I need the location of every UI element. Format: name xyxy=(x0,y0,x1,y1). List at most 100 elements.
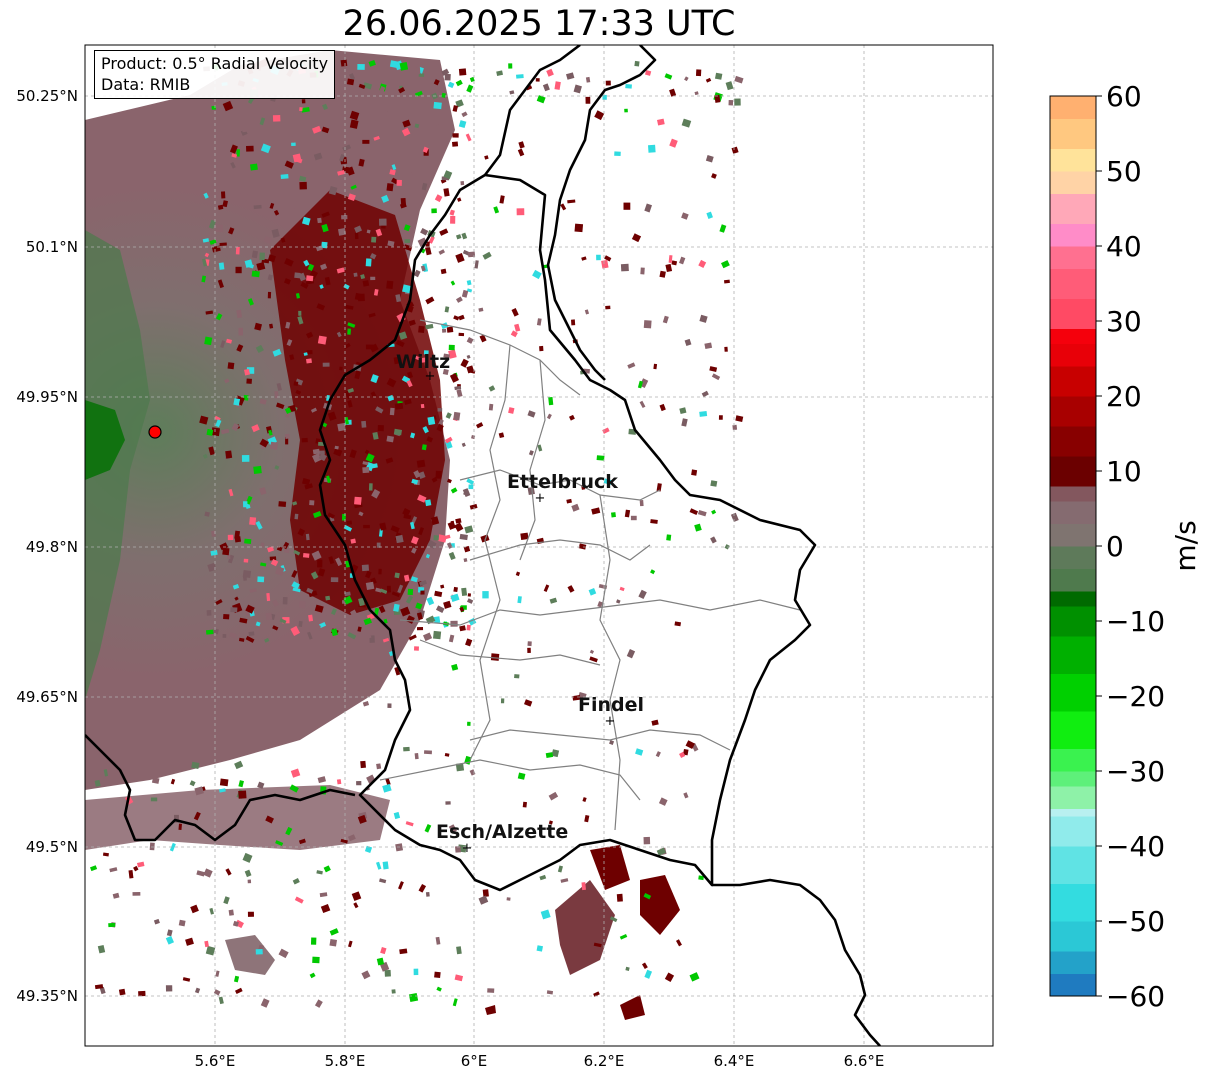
velocity-pixel xyxy=(584,815,590,823)
velocity-pixel xyxy=(363,524,370,529)
velocity-pixel xyxy=(229,144,238,154)
velocity-pixel xyxy=(260,998,270,1008)
velocity-pixel xyxy=(681,418,688,427)
velocity-pixel xyxy=(278,948,289,959)
velocity-pixel xyxy=(185,937,194,946)
velocity-pixel xyxy=(424,824,432,833)
velocity-pixel xyxy=(137,861,145,868)
velocity-pixel xyxy=(694,91,699,96)
velocity-pixel xyxy=(603,478,613,485)
colorbar-band xyxy=(1050,921,1096,952)
velocity-pixel xyxy=(585,96,591,104)
velocity-pixel xyxy=(383,618,388,624)
velocity-pixel xyxy=(335,557,343,567)
velocity-pixel xyxy=(463,545,471,553)
radar-site-marker[interactable] xyxy=(148,425,162,439)
velocity-pixel xyxy=(674,621,682,627)
velocity-pixel xyxy=(571,319,576,326)
velocity-pixel xyxy=(312,125,322,134)
velocity-pixel xyxy=(730,512,739,523)
velocity-pixel xyxy=(604,255,612,262)
velocity-pixel xyxy=(434,971,441,978)
northern-border-east xyxy=(546,45,657,381)
velocity-pixel xyxy=(671,260,678,266)
velocity-pixel xyxy=(267,254,276,263)
velocity-pixel xyxy=(405,595,414,604)
velocity-pixel xyxy=(418,471,426,479)
velocity-pixel xyxy=(234,596,239,601)
velocity-pixel xyxy=(444,73,451,81)
velocity-pixel xyxy=(458,332,465,337)
velocity-pixel xyxy=(250,163,258,171)
velocity-pixel xyxy=(573,84,582,94)
velocity-pixel xyxy=(214,415,221,422)
velocity-pixel xyxy=(331,628,338,637)
velocity-pixel xyxy=(272,599,279,607)
city-markers: + + + + xyxy=(425,369,616,856)
velocity-pixel xyxy=(456,389,463,398)
colorbar-band xyxy=(1050,171,1096,194)
velocity-pixel xyxy=(267,274,273,281)
velocity-pixel xyxy=(493,206,500,214)
velocity-pixel xyxy=(683,749,689,756)
velocity-pixel xyxy=(395,534,404,544)
velocity-pixel xyxy=(112,892,120,899)
velocity-pixel xyxy=(460,605,467,610)
velocity-pixel xyxy=(346,78,355,86)
velocity-pixel xyxy=(363,617,372,626)
velocity-pixel xyxy=(323,865,331,873)
velocity-pixel xyxy=(291,142,296,146)
colorbar-band xyxy=(1050,711,1096,749)
velocity-pixel xyxy=(397,584,404,594)
velocity-pixel xyxy=(421,182,428,191)
velocity-pixel xyxy=(476,422,484,429)
velocity-pixel xyxy=(346,520,353,525)
velocity-pixel xyxy=(468,484,474,490)
velocity-pixel xyxy=(276,382,282,391)
velocity-pixel xyxy=(189,780,196,787)
velocity-pixel xyxy=(435,605,445,613)
colorbar-band xyxy=(1050,883,1096,922)
velocity-pixel xyxy=(515,74,524,79)
velocity-pixel xyxy=(382,861,389,870)
velocity-pixel xyxy=(362,280,370,287)
velocity-pixel xyxy=(594,110,605,121)
velocity-pixel xyxy=(360,274,366,280)
velocity-pixel xyxy=(357,814,367,824)
colorbar-ticks: 60 50 40 30 20 10 0 −10 −20 −30 −40 −50 −60 xyxy=(1096,80,1165,1013)
velocity-pixel xyxy=(602,94,607,100)
velocity-pixel xyxy=(418,325,425,333)
velocity-pixel xyxy=(255,520,263,530)
velocity-pixel xyxy=(370,391,377,398)
velocity-pixel xyxy=(721,260,730,269)
velocity-pixel xyxy=(536,318,542,326)
velocity-pixel xyxy=(337,169,345,176)
velocity-pixel xyxy=(433,630,442,640)
velocity-pixel xyxy=(346,166,355,176)
velocity-pixel xyxy=(443,353,450,359)
velocity-pixel xyxy=(657,118,665,126)
velocity-pixel xyxy=(548,820,553,825)
velocity-pixel xyxy=(655,751,661,758)
velocity-pixel xyxy=(196,870,205,877)
velocity-pixel xyxy=(537,444,543,452)
velocity-pixel xyxy=(420,228,429,236)
velocity-pixel xyxy=(347,193,356,202)
velocity-pixel xyxy=(451,663,459,671)
colorbar-band xyxy=(1050,148,1096,172)
map-plot-area[interactable]: + + + + Wiltz Ettelbruck Findel Esch/Alz… xyxy=(85,45,993,1046)
velocity-pixel xyxy=(317,335,327,345)
velocity-pixel xyxy=(225,868,232,876)
velocity-pixel xyxy=(379,588,388,594)
velocity-pixel xyxy=(662,315,669,324)
velocity-pixel xyxy=(354,292,363,301)
velocity-pixel xyxy=(724,279,730,284)
colorbar-band xyxy=(1050,426,1096,457)
velocity-pixel xyxy=(431,208,437,214)
velocity-pixel xyxy=(228,488,234,497)
velocity-pixel xyxy=(343,524,353,532)
velocity-pixel xyxy=(235,246,240,255)
velocity-pixel xyxy=(644,969,653,979)
velocity-pixel xyxy=(235,987,243,995)
velocity-pixel xyxy=(386,377,397,388)
